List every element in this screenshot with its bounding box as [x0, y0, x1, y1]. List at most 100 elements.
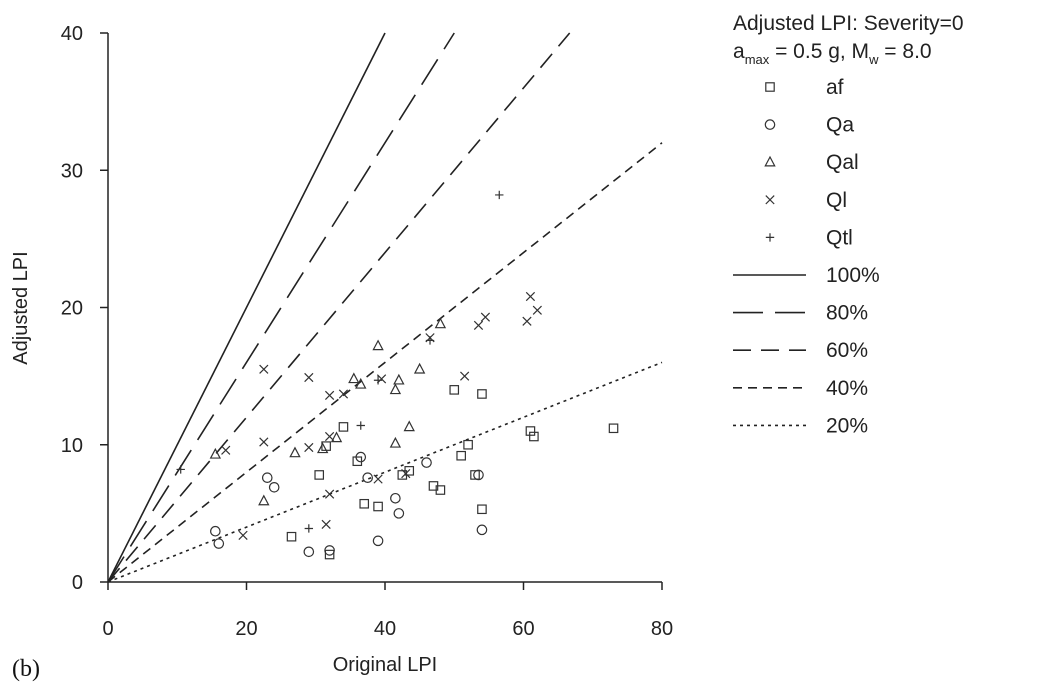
point-ql	[259, 437, 269, 447]
legend-title-a-sub: max	[745, 52, 770, 67]
reference-line-20pct	[107, 361, 663, 583]
x-tick-label: 80	[651, 618, 673, 640]
data-markers	[176, 190, 619, 560]
legend-title-line2: amax = 0.5 g, Mw = 8.0	[733, 40, 932, 67]
point-af	[477, 504, 487, 515]
point-qal	[389, 436, 402, 448]
point-ql	[221, 445, 231, 455]
legend-label-qtl: Qtl	[826, 226, 853, 249]
point-qa	[473, 469, 484, 481]
point-qal	[403, 420, 415, 432]
point-ql	[304, 372, 314, 383]
point-af	[324, 549, 335, 560]
legend-marker-af	[765, 82, 775, 92]
legend-marker-qal	[764, 155, 776, 167]
point-qtl	[304, 524, 314, 533]
legend-label-qal: Qal	[826, 151, 859, 174]
reference-line-100pct	[107, 32, 386, 583]
point-qtl	[176, 465, 185, 474]
point-af	[525, 426, 536, 436]
point-qa	[261, 472, 273, 483]
point-af	[314, 470, 325, 480]
point-qal	[348, 372, 360, 384]
point-ql	[259, 364, 269, 374]
plot-area: 0 20 40 60 80 0 10 20 30 40	[61, 23, 673, 640]
point-qa	[372, 535, 384, 547]
y-axis-ticks: 0 10 20 30 40	[61, 23, 108, 594]
point-qal	[372, 339, 384, 351]
reference-line-40pct	[107, 142, 663, 583]
legend-title-end: = 8.0	[878, 40, 931, 63]
reference-lines	[107, 32, 663, 583]
x-tick-label: 20	[235, 618, 257, 640]
point-ql	[522, 316, 532, 326]
point-ql	[480, 312, 491, 322]
point-ql	[473, 320, 484, 330]
point-qal	[434, 317, 447, 329]
point-ql	[324, 431, 335, 442]
legend-label-af: af	[826, 76, 844, 99]
legend-label-qa: Qa	[826, 114, 854, 137]
point-qa	[362, 472, 373, 483]
x-axis-ticks: 0 20 40 60 80	[102, 582, 673, 640]
point-af	[608, 423, 619, 434]
point-qa	[210, 525, 221, 537]
legend-marker-qa	[764, 119, 776, 130]
point-qal	[289, 446, 301, 458]
point-qtl	[495, 190, 504, 200]
point-af	[286, 531, 297, 542]
point-af	[404, 466, 415, 476]
legend-marker-ql	[765, 195, 775, 205]
point-ql	[321, 519, 331, 529]
point-qal	[389, 383, 402, 395]
point-af	[463, 439, 473, 450]
legend-label-80pct: 80%	[826, 302, 868, 325]
y-tick-label: 30	[61, 160, 83, 182]
point-qa	[390, 492, 401, 504]
point-qtl	[425, 336, 435, 345]
legend-label-ql: Ql	[826, 189, 847, 212]
point-ql	[373, 474, 383, 484]
reference-line-60pct	[107, 32, 571, 583]
point-qal	[209, 447, 222, 459]
point-ql	[376, 374, 387, 384]
point-af	[529, 431, 539, 442]
point-ql	[338, 389, 349, 399]
x-tick-label: 40	[374, 618, 396, 640]
x-tick-label: 60	[512, 618, 534, 640]
point-qtl	[373, 376, 383, 385]
point-qal	[330, 431, 343, 443]
legend-label-20pct: 20%	[826, 414, 868, 437]
point-ql	[401, 468, 411, 479]
legend: Adjusted LPI: Severity=0 amax = 0.5 g, M…	[733, 12, 964, 437]
point-af	[470, 470, 480, 480]
point-qa	[213, 538, 225, 549]
legend-title-mid: = 0.5 g, M	[769, 40, 869, 63]
point-qa	[303, 546, 315, 558]
legend-title-a: a	[733, 40, 745, 63]
y-tick-label: 40	[61, 23, 83, 45]
point-ql	[525, 291, 536, 302]
point-af	[456, 450, 466, 461]
point-af	[477, 389, 487, 399]
legend-label-60pct: 60%	[826, 339, 868, 362]
legend-label-100pct: 100%	[826, 264, 880, 287]
point-af	[359, 498, 370, 509]
reference-line-80pct	[107, 32, 455, 583]
point-qal	[258, 494, 270, 506]
y-tick-label: 0	[72, 572, 83, 594]
point-qa	[476, 524, 488, 536]
point-af	[338, 422, 349, 432]
point-ql	[532, 305, 542, 315]
x-axis-label: Original LPI	[333, 654, 438, 676]
y-axis-label: Adjusted LPI	[10, 251, 32, 364]
point-qa	[393, 508, 405, 519]
point-qal	[355, 377, 367, 389]
x-tick-label: 0	[102, 618, 113, 640]
point-qal	[393, 373, 405, 385]
point-ql	[460, 371, 470, 381]
point-ql	[238, 530, 248, 540]
point-qa	[421, 457, 432, 468]
point-af	[373, 501, 383, 512]
